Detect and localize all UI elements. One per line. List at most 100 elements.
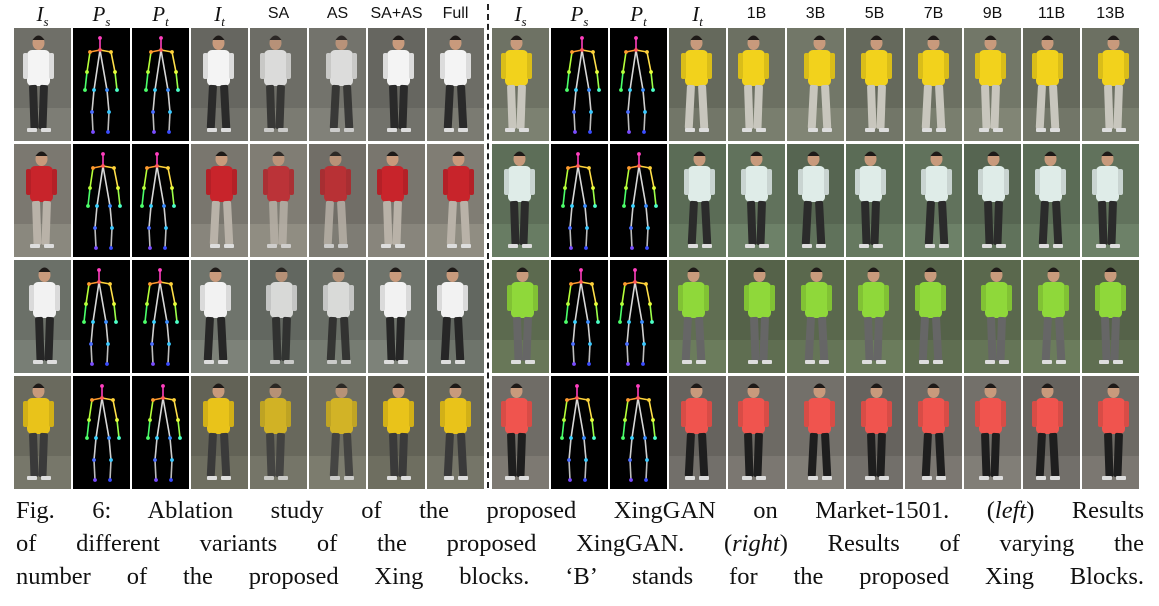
left-generated-image <box>250 376 307 489</box>
left-target-image <box>191 28 248 141</box>
left-target-image <box>191 376 248 489</box>
right-column-header: 13B <box>1096 5 1125 22</box>
right-target-image <box>669 260 726 373</box>
right-generated-image <box>1082 28 1139 141</box>
left-column-header: AS <box>326 5 349 22</box>
right-pose-image <box>551 144 608 257</box>
left-pose-image <box>132 376 189 489</box>
right-target-image <box>669 376 726 489</box>
right-generated-image <box>905 376 962 489</box>
right-generated-image <box>846 144 903 257</box>
left-column-header: Pt <box>152 2 169 30</box>
right-column-header: Pt <box>630 2 647 30</box>
left-generated-image <box>427 376 484 489</box>
caption-line-1: Fig. 6: Ablation study of the proposed X… <box>16 497 1144 524</box>
right-column-header: Ps <box>570 2 589 30</box>
right-generated-image <box>1023 28 1080 141</box>
right-generated-image <box>1082 376 1139 489</box>
figure: Is Ps Pt It SA AS SA+AS Full Is Ps Pt It 1B 3B 5B 7B 9B 1… <box>14 2 1139 489</box>
right-generated-image <box>1023 260 1080 373</box>
left-pose-image <box>73 376 130 489</box>
left-pose-image <box>73 260 130 373</box>
left-generated-image <box>427 28 484 141</box>
right-generated-image <box>1082 260 1139 373</box>
right-generated-image <box>846 28 903 141</box>
right-column-header: 11B <box>1037 5 1066 22</box>
left-generated-image <box>368 260 425 373</box>
right-target-image <box>669 144 726 257</box>
caption-line-2: of different variants of the proposed Xi… <box>16 530 1144 557</box>
right-source-image <box>492 260 549 373</box>
left-source-image <box>14 144 71 257</box>
right-generated-image <box>846 376 903 489</box>
right-generated-image <box>787 28 844 141</box>
right-column-header: 5B <box>864 5 885 22</box>
left-generated-image <box>427 144 484 257</box>
right-generated-image <box>787 376 844 489</box>
right-source-image <box>492 144 549 257</box>
left-pose-image <box>132 28 189 141</box>
left-pose-image <box>73 28 130 141</box>
right-column-header: 9B <box>982 5 1003 22</box>
right-generated-image <box>964 376 1021 489</box>
left-generated-image <box>309 28 366 141</box>
right-pose-image <box>610 144 667 257</box>
right-generated-image <box>1023 144 1080 257</box>
right-generated-image <box>787 144 844 257</box>
right-column-header: 7B <box>923 5 944 22</box>
right-generated-image <box>964 144 1021 257</box>
left-generated-image <box>427 260 484 373</box>
right-generated-image <box>1023 376 1080 489</box>
right-generated-image <box>787 260 844 373</box>
right-source-image <box>492 28 549 141</box>
left-generated-image <box>309 144 366 257</box>
left-generated-image <box>250 260 307 373</box>
left-generated-image <box>368 144 425 257</box>
right-column-header: It <box>692 2 703 30</box>
right-column-header: 3B <box>805 5 826 22</box>
right-target-image <box>669 28 726 141</box>
left-column-header: Ps <box>92 2 111 30</box>
right-generated-image <box>728 144 785 257</box>
left-pose-image <box>132 144 189 257</box>
right-pose-image <box>551 376 608 489</box>
left-generated-image <box>368 28 425 141</box>
right-pose-image <box>610 28 667 141</box>
right-pose-image <box>551 28 608 141</box>
dashed-divider <box>487 4 489 488</box>
left-generated-image <box>250 28 307 141</box>
left-column-header: SA <box>267 5 290 22</box>
left-generated-image <box>309 376 366 489</box>
right-generated-image <box>964 28 1021 141</box>
figure-caption: Fig. 6: Ablation study of the proposed X… <box>16 494 1144 593</box>
right-generated-image <box>905 144 962 257</box>
left-source-image <box>14 28 71 141</box>
right-generated-image <box>1082 144 1139 257</box>
left-column-header: SA+AS <box>370 5 423 22</box>
right-pose-image <box>610 376 667 489</box>
caption-line-3: number of the proposed Xing blocks. ‘B’ … <box>16 563 1144 590</box>
left-generated-image <box>368 376 425 489</box>
right-generated-image <box>846 260 903 373</box>
left-column-header: Full <box>442 5 469 22</box>
right-source-image <box>492 376 549 489</box>
left-generated-image <box>309 260 366 373</box>
right-generated-image <box>728 260 785 373</box>
left-pose-image <box>132 260 189 373</box>
right-generated-image <box>728 376 785 489</box>
left-generated-image <box>250 144 307 257</box>
right-generated-image <box>964 260 1021 373</box>
left-column-header: It <box>214 2 225 30</box>
left-target-image <box>191 260 248 373</box>
right-generated-image <box>728 28 785 141</box>
right-column-header: 1B <box>746 5 767 22</box>
right-pose-image <box>551 260 608 373</box>
left-pose-image <box>73 144 130 257</box>
right-generated-image <box>905 260 962 373</box>
right-pose-image <box>610 260 667 373</box>
left-target-image <box>191 144 248 257</box>
left-source-image <box>14 260 71 373</box>
left-column-header: Is <box>36 2 49 30</box>
right-column-header: Is <box>514 2 527 30</box>
right-generated-image <box>905 28 962 141</box>
